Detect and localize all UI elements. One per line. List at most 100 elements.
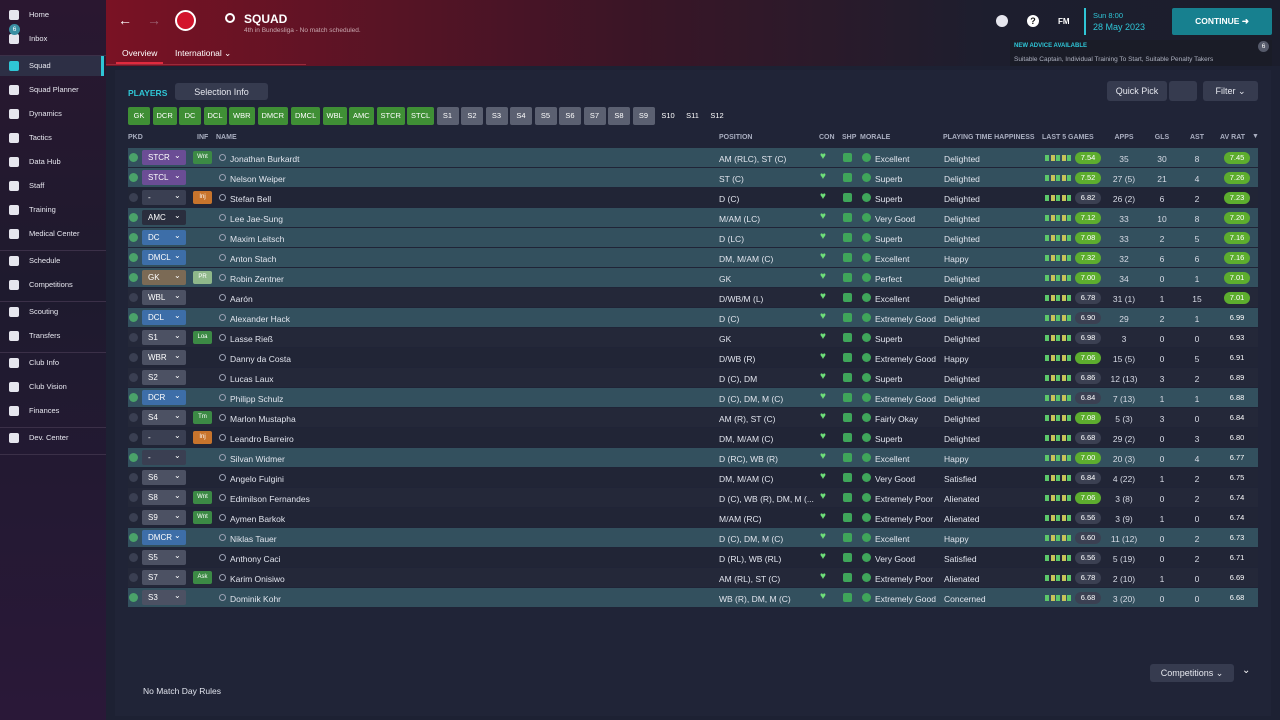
position-filter[interactable]: DCL [203, 107, 227, 125]
column-header[interactable]: PKD [128, 134, 143, 141]
position-badge[interactable]: DMCR [142, 530, 186, 545]
selection-info-button[interactable]: Selection Info [175, 83, 268, 100]
position-badge[interactable]: GK [142, 270, 186, 285]
fm-menu[interactable]: FM [1058, 17, 1070, 26]
player-row[interactable]: AMC ⌄ Lee Jae-Sung M/AM (LC) ♥ Very Good Delig… [128, 208, 1258, 227]
nav-item[interactable]: Medical Center [29, 229, 80, 238]
position-badge[interactable]: - [142, 190, 186, 205]
player-row[interactable]: DCR ⌄ Philipp Schulz D (C), DM, M (C) ♥ Extre… [128, 388, 1258, 407]
player-row[interactable]: STCR ⌄ Wnt Jonathan Burkardt AM (RLC), ST (C… [128, 148, 1258, 167]
nav-item[interactable]: Home [29, 10, 50, 19]
nav-item[interactable]: Tactics [29, 133, 52, 142]
column-header[interactable]: PLAYING TIME HAPPINESS [943, 134, 1035, 141]
nav-item[interactable]: Squad [29, 61, 51, 70]
position-filter[interactable]: STCL [407, 107, 435, 125]
nav-item[interactable]: Scouting [29, 307, 59, 316]
column-header[interactable]: SHP [842, 134, 857, 141]
position-badge[interactable]: DMCL [142, 250, 186, 265]
position-filter[interactable]: S12 [706, 107, 728, 125]
nav-item[interactable]: Dynamics [29, 109, 62, 118]
position-filter[interactable]: S1 [436, 107, 459, 125]
player-row[interactable]: S7 ⌄ Ask Karim Onisiwo AM (RL), ST (C) ♥ Extre… [128, 568, 1258, 587]
player-row[interactable]: - ⌄ Inj Stefan Bell D (C) ♥ Superb Delighted 6.8… [128, 188, 1258, 207]
player-row[interactable]: S9 ⌄ Wnt Aymen Barkok M/AM (RC) ♥ Extremely Po… [128, 508, 1258, 527]
search-icon[interactable] [225, 13, 235, 23]
player-row[interactable]: S6 ⌄ Angelo Fulgini DM, M/AM (C) ♥ Very Good S… [128, 468, 1258, 487]
column-header[interactable]: POSITION [719, 134, 753, 141]
column-header[interactable]: APPS [1114, 134, 1134, 141]
position-filter[interactable]: AMC [349, 107, 374, 125]
continue-button[interactable]: CONTINUE ➜ [1172, 8, 1272, 35]
player-row[interactable]: S2 ⌄ Lucas Laux D (C), DM ♥ Superb Delighted 6.… [128, 368, 1258, 387]
quick-pick-arrow[interactable] [1169, 81, 1197, 101]
club-crest[interactable] [175, 10, 196, 31]
position-filter[interactable]: STCR [376, 107, 405, 125]
player-row[interactable]: S5 ⌄ Anthony Caci D (RL), WB (RL) ♥ Very Good… [128, 548, 1258, 567]
nav-item[interactable]: Finances [29, 406, 60, 415]
position-filter[interactable]: S6 [559, 107, 581, 125]
position-badge[interactable]: AMC [142, 210, 186, 225]
nav-item[interactable]: Club Info [29, 358, 60, 367]
nav-item[interactable]: Dev. Center [29, 433, 69, 442]
position-badge[interactable]: - [142, 450, 186, 465]
help-icon[interactable]: ? [1027, 15, 1039, 27]
player-row[interactable]: GK ⌄ PR Robin Zentner GK ♥ Perfect Delighted 7.0… [128, 268, 1258, 287]
world-icon[interactable] [996, 15, 1008, 27]
position-badge[interactable]: S5 [142, 550, 186, 565]
forward-arrow[interactable]: → [147, 12, 161, 28]
position-filter[interactable]: S8 [608, 107, 630, 125]
player-row[interactable]: DC ⌄ Maxim Leitsch D (LC) ♥ Superb Delighted 7.… [128, 228, 1258, 247]
position-filter[interactable]: S4 [510, 107, 532, 125]
column-header[interactable]: LAST 5 GAMES [1042, 134, 1094, 141]
column-header[interactable]: NAME [216, 134, 237, 141]
position-badge[interactable]: WBL [142, 290, 186, 305]
position-filter[interactable]: S5 [534, 107, 557, 125]
position-badge[interactable]: WBR [142, 350, 186, 365]
column-header[interactable]: MORALE [860, 134, 891, 141]
position-filter[interactable]: S3 [485, 107, 508, 125]
column-header[interactable]: GLS [1154, 134, 1170, 141]
position-filter[interactable]: S7 [583, 107, 606, 125]
position-filter[interactable]: S11 [681, 107, 704, 125]
player-row[interactable]: S8 ⌄ Wnt Edimilson Fernandes D (C), WB (R), … [128, 488, 1258, 507]
collapse-chevron[interactable]: ⌄ [1242, 665, 1251, 676]
position-badge[interactable]: S6 [142, 470, 186, 485]
position-filter[interactable]: WBL [322, 107, 347, 125]
position-badge[interactable]: - [142, 430, 186, 445]
position-filter[interactable]: S10 [657, 107, 679, 125]
position-filter[interactable]: DCR [152, 107, 177, 125]
player-row[interactable]: DMCR ⌄ Niklas Tauer D (C), DM, M (C) ♥ Excell… [128, 528, 1258, 547]
nav-item[interactable]: Competitions [29, 280, 73, 289]
position-badge[interactable]: S1 [142, 330, 186, 345]
column-header[interactable]: INF [197, 134, 209, 141]
position-badge[interactable]: STCR [142, 150, 186, 165]
position-filter[interactable]: S9 [632, 107, 655, 125]
position-badge[interactable]: S9 [142, 510, 186, 525]
position-badge[interactable]: S7 [142, 570, 186, 585]
player-row[interactable]: DMCL ⌄ Anton Stach DM, M/AM (C) ♥ Excellent Ha… [128, 248, 1258, 267]
player-row[interactable]: S4 ⌄ Tm Marlon Mustapha AM (R), ST (C) ♥ Fairl… [128, 408, 1258, 427]
position-filter[interactable]: WBR [229, 107, 255, 125]
position-badge[interactable]: S4 [142, 410, 186, 425]
quick-pick-button[interactable]: Quick Pick [1107, 81, 1167, 101]
column-header[interactable]: AST [1190, 134, 1204, 141]
player-row[interactable]: S1 ⌄ Loa Lasse Rieß GK ♥ Superb Delighted 6.98 3 0… [128, 328, 1258, 347]
tab[interactable]: Overview [122, 48, 158, 58]
nav-item[interactable]: Training [29, 205, 56, 214]
nav-item[interactable]: Schedule [29, 256, 61, 265]
position-badge[interactable]: S2 [142, 370, 186, 385]
position-filter[interactable]: S2 [461, 107, 483, 125]
position-badge[interactable]: DCR [142, 390, 186, 405]
nav-item[interactable]: Staff [29, 181, 45, 190]
column-header[interactable]: CON [819, 134, 835, 141]
position-filter[interactable]: DMCR [257, 107, 288, 125]
position-badge[interactable]: DC [142, 230, 186, 245]
competitions-button[interactable]: Competitions ⌄ [1150, 664, 1234, 682]
position-filter[interactable]: DMCL [291, 107, 321, 125]
tab[interactable]: International ⌄ [175, 48, 232, 58]
player-row[interactable]: WBR ⌄ Danny da Costa D/WB (R) ♥ Extremely Goo… [128, 348, 1258, 367]
position-filter[interactable]: GK [128, 107, 150, 125]
player-row[interactable]: - ⌄ Inj Leandro Barreiro DM, M/AM (C) ♥ Superb… [128, 428, 1258, 447]
nav-item[interactable]: Data Hub [29, 157, 61, 166]
player-row[interactable]: - ⌄ Silvan Widmer D (RC), WB (R) ♥ Excellent H… [128, 448, 1258, 467]
